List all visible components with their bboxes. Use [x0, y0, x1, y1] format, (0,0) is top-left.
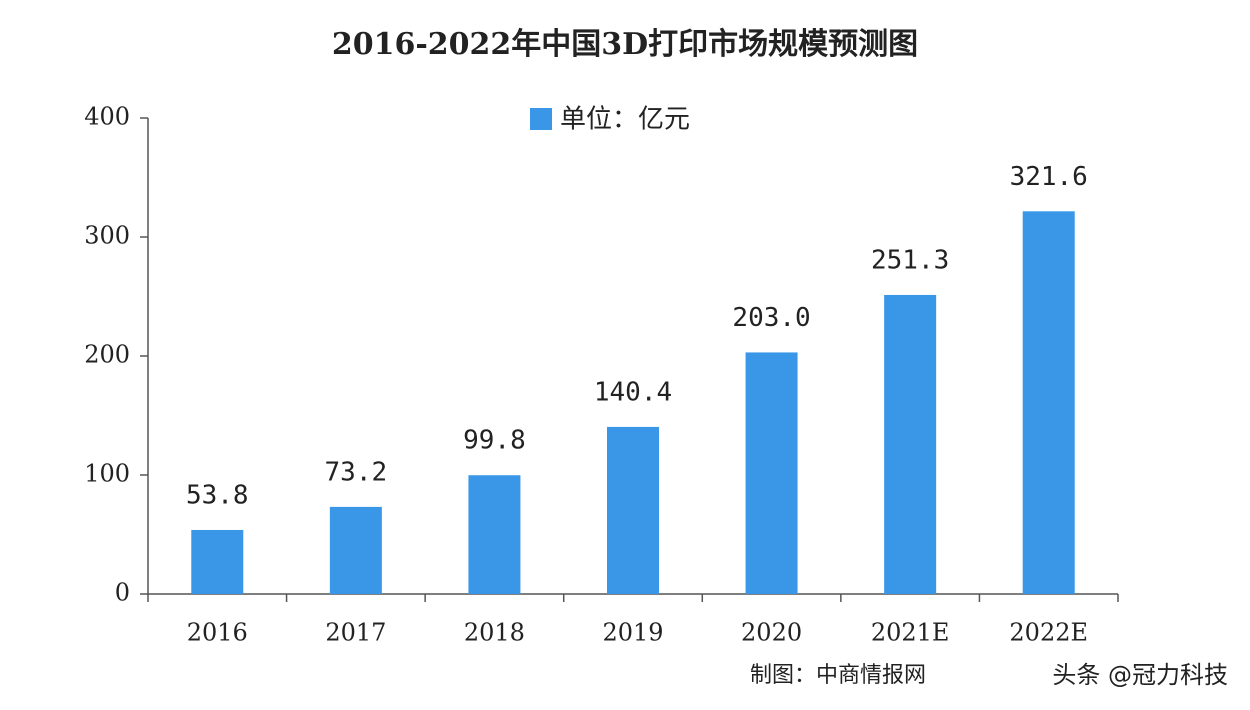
chart-title: 2016-2022年中国3D打印市场规模预测图 — [332, 27, 918, 62]
value-label: 321.6 — [1010, 162, 1088, 192]
legend-label: 单位：亿元 — [560, 105, 690, 135]
bar — [884, 294, 937, 594]
value-label: 73.2 — [325, 457, 388, 487]
x-tick-label: 2020 — [741, 619, 802, 647]
bar — [329, 506, 382, 594]
legend-swatch — [530, 108, 552, 130]
value-label: 140.4 — [594, 377, 672, 407]
bar — [745, 352, 798, 594]
y-tick-label: 400 — [84, 103, 130, 131]
value-label: 53.8 — [186, 480, 249, 510]
value-label: 203.0 — [732, 303, 810, 333]
bar — [607, 426, 659, 594]
y-tick-label: 100 — [84, 460, 130, 488]
x-tick-label: 2021E — [871, 619, 950, 647]
x-tick-label: 2017 — [325, 619, 386, 647]
y-tick-label: 200 — [84, 341, 130, 369]
value-label: 99.8 — [463, 426, 526, 456]
value-label: 251.3 — [871, 245, 949, 275]
bar — [191, 529, 244, 594]
y-tick-label: 0 — [115, 579, 130, 607]
x-tick-label: 2016 — [187, 619, 248, 647]
x-tick-label: 2018 — [464, 619, 525, 647]
y-tick-label: 300 — [84, 222, 130, 250]
bar — [1022, 211, 1075, 594]
bar — [468, 475, 521, 594]
x-tick-label: 2022E — [1009, 619, 1088, 647]
x-tick-label: 2019 — [602, 619, 663, 647]
source-note: 制图：中商情报网 — [750, 663, 926, 688]
watermark: 头条 @冠力科技 — [1052, 661, 1228, 689]
